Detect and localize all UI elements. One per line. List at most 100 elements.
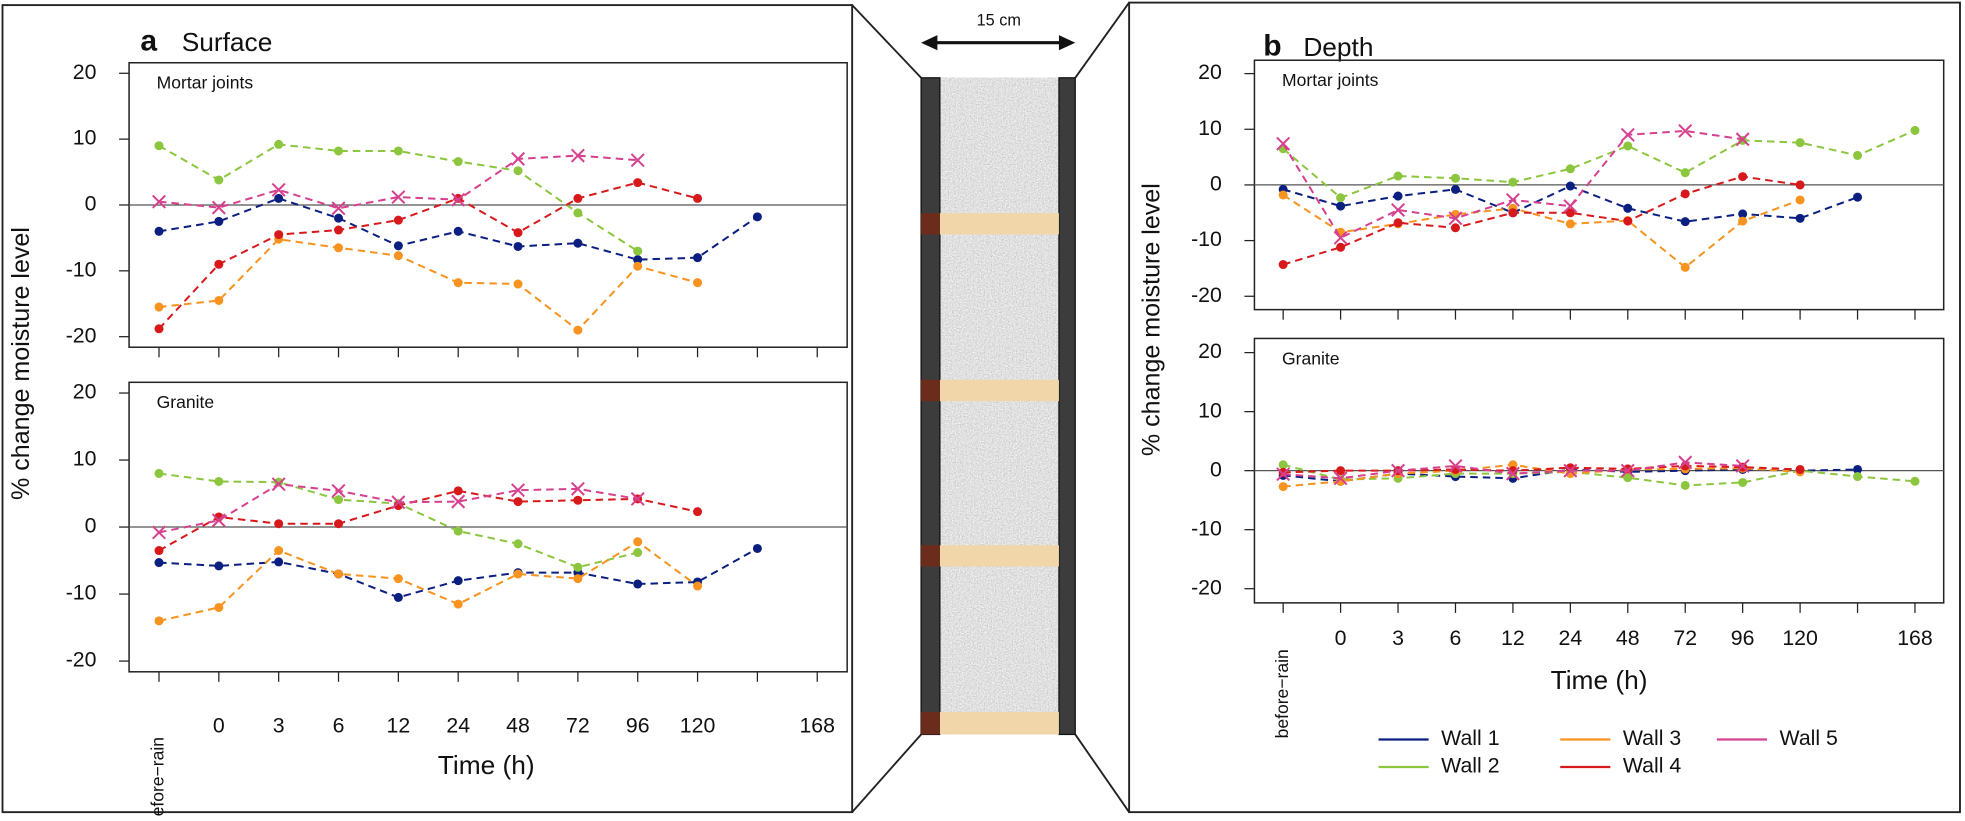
data-point xyxy=(391,495,406,510)
series-line xyxy=(158,238,698,332)
data-point xyxy=(393,592,403,602)
data-point xyxy=(271,182,286,197)
data-point xyxy=(154,302,164,312)
data-point xyxy=(1678,455,1693,470)
data-point xyxy=(1391,463,1406,478)
x-tick-label: 24 xyxy=(1558,626,1582,650)
data-point xyxy=(633,548,643,558)
data-point xyxy=(1278,482,1288,492)
data-point xyxy=(1853,150,1863,160)
y-tick-label: 10 xyxy=(73,126,97,150)
data-point xyxy=(154,558,164,568)
data-point xyxy=(1278,460,1288,470)
data-point xyxy=(633,579,643,589)
data-point xyxy=(393,146,403,156)
x-tick-label: 72 xyxy=(566,714,590,738)
data-point xyxy=(1735,458,1750,473)
x-axis-label: Time (h) xyxy=(438,750,535,780)
x-tick-label: 48 xyxy=(1616,626,1640,650)
data-point xyxy=(1795,195,1805,205)
data-point xyxy=(1853,472,1863,482)
x-tick-label: 3 xyxy=(1392,626,1404,650)
data-point xyxy=(693,581,703,591)
data-point xyxy=(573,562,583,572)
data-point xyxy=(1336,242,1346,252)
data-point xyxy=(1738,209,1748,219)
y-tick-label: -20 xyxy=(1191,575,1222,599)
data-point xyxy=(1738,216,1748,226)
plot-title: Mortar joints xyxy=(157,73,254,93)
data-point xyxy=(334,243,344,253)
series-line xyxy=(1283,463,1801,488)
y-tick-label: 0 xyxy=(85,514,97,538)
data-point xyxy=(1278,190,1288,200)
data-point xyxy=(1448,211,1463,226)
y-tick-label: 0 xyxy=(85,192,97,216)
panel-letter: b xyxy=(1263,30,1281,63)
data-point xyxy=(393,574,403,584)
x-tick-label: 0 xyxy=(1335,626,1347,650)
y-tick-label: -20 xyxy=(66,648,97,672)
data-point xyxy=(630,491,645,506)
legend-label: Wall 4 xyxy=(1623,754,1682,778)
panel-frame xyxy=(1128,1,1961,814)
data-point xyxy=(1450,173,1460,183)
x-tick-label: 48 xyxy=(506,714,530,738)
data-point xyxy=(211,200,226,215)
y-tick-label: 10 xyxy=(1198,398,1222,422)
data-point xyxy=(453,576,463,586)
data-point xyxy=(1680,168,1690,178)
data-point xyxy=(1333,230,1348,245)
data-point xyxy=(1508,208,1518,218)
data-point xyxy=(154,141,164,151)
legend-label: Wall 5 xyxy=(1780,726,1838,750)
data-point xyxy=(451,494,466,509)
data-point xyxy=(274,545,284,556)
data-point xyxy=(513,241,523,251)
data-point xyxy=(1910,125,1920,135)
legend-label: Wall 2 xyxy=(1441,754,1499,778)
data-point xyxy=(274,519,284,529)
data-point xyxy=(214,295,224,305)
data-point xyxy=(1623,141,1633,151)
data-point xyxy=(274,139,284,149)
data-point xyxy=(453,526,463,536)
plot-title: Granite xyxy=(157,392,215,412)
data-point xyxy=(1336,193,1346,203)
data-point xyxy=(1623,203,1633,213)
data-point xyxy=(573,574,583,584)
data-point xyxy=(1393,171,1403,181)
data-point xyxy=(1735,132,1750,147)
x-tick-label: 6 xyxy=(1450,626,1462,650)
data-point xyxy=(1336,201,1346,211)
data-point xyxy=(1565,164,1575,174)
data-point xyxy=(633,255,643,265)
plot-title: Granite xyxy=(1282,348,1340,368)
data-point xyxy=(573,193,583,203)
y-tick-label: -10 xyxy=(66,581,97,605)
x-tick-label: 0 xyxy=(213,714,225,738)
width-label: 15 cm xyxy=(977,12,1021,30)
data-point xyxy=(752,212,762,222)
data-point xyxy=(393,215,403,225)
data-point xyxy=(1505,192,1520,207)
data-point xyxy=(334,495,344,505)
data-point xyxy=(570,481,585,496)
data-point xyxy=(693,507,703,517)
data-point xyxy=(513,228,523,238)
panel-frame xyxy=(1,4,854,814)
series-line xyxy=(158,154,638,210)
series-line xyxy=(158,472,638,569)
data-point xyxy=(1450,184,1460,194)
data-point xyxy=(1680,189,1690,199)
data-point xyxy=(630,153,645,168)
y-tick-label: -10 xyxy=(1191,227,1222,251)
data-point xyxy=(1450,223,1460,233)
data-point xyxy=(1620,127,1635,142)
legend-label: Wall 3 xyxy=(1623,726,1681,750)
x-tick-label: 120 xyxy=(680,714,716,738)
x-axis-label: Time (h) xyxy=(1551,665,1648,695)
series-line xyxy=(158,547,758,599)
data-point xyxy=(214,175,224,185)
y-tick-label: 0 xyxy=(1210,457,1222,481)
